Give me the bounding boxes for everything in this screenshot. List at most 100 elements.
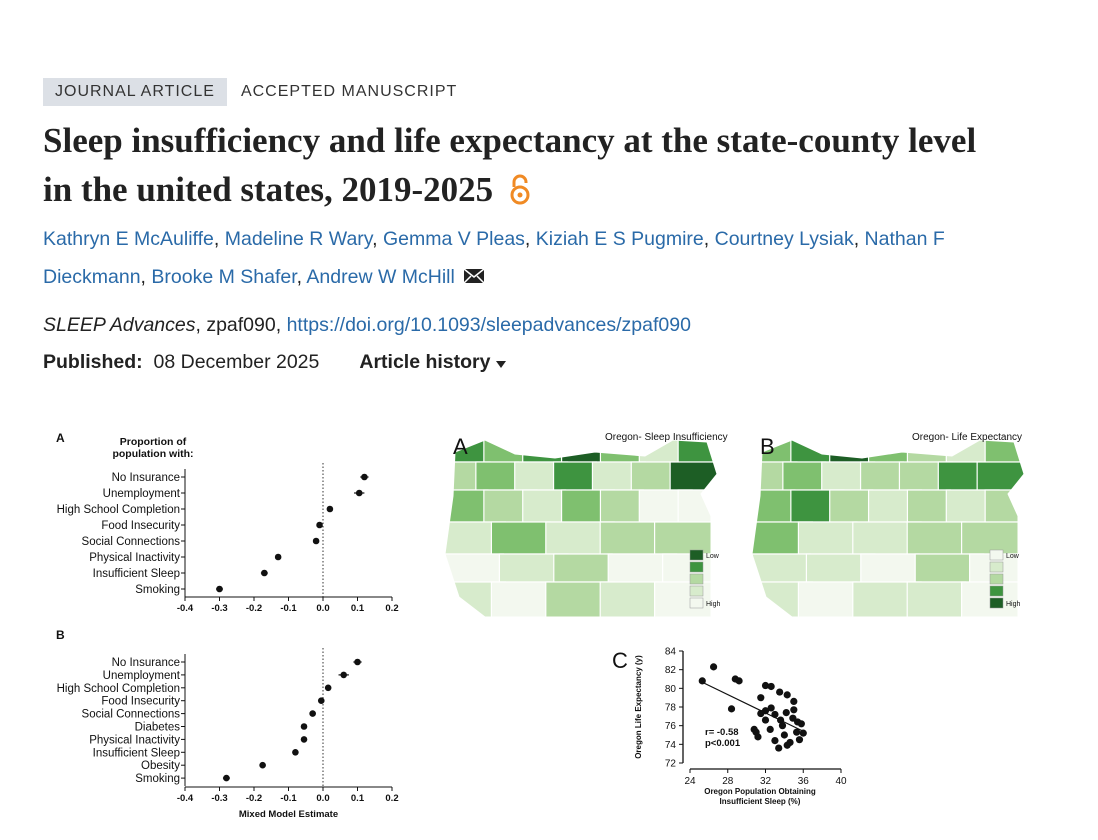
county [752, 553, 812, 583]
x-tick-label: 28 [722, 776, 734, 787]
separator: , [372, 228, 383, 250]
county [906, 581, 967, 617]
county [860, 553, 920, 583]
legend-swatch [689, 573, 704, 585]
x-tick-label: -0.1 [280, 793, 297, 804]
article-history[interactable]: Article history [359, 351, 506, 373]
author[interactable]: Kathryn E McAuliffe [43, 228, 214, 250]
county [599, 489, 644, 523]
legend-swatch [989, 549, 1004, 561]
author[interactable]: Kiziah E S Pugmire [535, 228, 704, 250]
published: Published: 08 December 2025 Article histo… [43, 351, 1043, 374]
annotation: r= -0.58 [705, 727, 739, 738]
category-label: Diabetes [135, 722, 181, 734]
data-point [757, 709, 765, 718]
county [829, 489, 874, 523]
journal: SLEEP Advances [43, 314, 196, 336]
data-point [778, 722, 787, 730]
county [490, 581, 551, 617]
estimate [259, 761, 266, 769]
estimate [300, 736, 308, 743]
county [653, 581, 717, 617]
county [490, 521, 551, 555]
data-point [795, 736, 804, 744]
county [630, 461, 675, 491]
county [906, 489, 951, 523]
county [445, 553, 505, 583]
data-point [771, 737, 779, 745]
author[interactable]: Madeline R Wary [224, 228, 373, 250]
data-point [709, 663, 718, 671]
category-label: Physical Inactivity [89, 552, 180, 564]
county [984, 489, 1024, 523]
legend-swatch [689, 585, 704, 597]
estimate [309, 710, 316, 717]
data-point [766, 725, 774, 734]
y-tick-label: 76 [665, 721, 677, 732]
y-tick-label: 80 [665, 684, 677, 695]
separator: , [140, 266, 152, 288]
category-label: Unemployment [103, 488, 181, 500]
category-label: Social Connections [82, 709, 181, 721]
legend-high: High [706, 601, 721, 608]
category-label: Smoking [135, 584, 180, 596]
county-map [445, 440, 717, 617]
legend-swatch [989, 597, 1004, 609]
category-label: Smoking [135, 773, 180, 785]
email-icon[interactable] [463, 268, 485, 284]
category-label: High School Completion [57, 683, 180, 695]
estimate [300, 723, 308, 730]
x-axis-label: Mixed Model Estimate [239, 809, 338, 820]
y-tick-label: 74 [665, 740, 677, 751]
author[interactable]: Courtney Lysiak [714, 228, 854, 250]
map-title: Oregon- Life Expectancy [912, 432, 1022, 443]
estimate [361, 473, 368, 481]
data-point [782, 709, 790, 717]
legend-swatch [689, 561, 704, 573]
article-header: JOURNAL ARTICLE ACCEPTED MANUSCRIPT Sleep… [43, 78, 1043, 374]
data-point [783, 691, 791, 699]
x-tick-label: 0.1 [351, 793, 365, 804]
x-tick-label: 0.0 [316, 793, 329, 804]
data-point [780, 731, 788, 739]
legend-swatch [989, 573, 1004, 585]
data-point [735, 677, 743, 685]
county [797, 581, 858, 617]
category-label: Obesity [141, 760, 180, 772]
legend-swatch [989, 561, 1004, 573]
separator: , [296, 266, 307, 288]
author[interactable]: Andrew W McHill [306, 266, 455, 288]
county [937, 461, 982, 491]
history-label: Article history [359, 351, 491, 373]
county [782, 461, 827, 491]
data-point [799, 729, 807, 737]
category-label: High School Completion [57, 504, 180, 516]
author[interactable]: Nathan F Dieckmann [43, 228, 945, 288]
data-point [761, 716, 770, 724]
y-tick-label: 72 [665, 759, 677, 770]
panel-label: A [56, 431, 65, 445]
data-point [767, 704, 775, 712]
estimate [355, 489, 363, 497]
published-label: Published: [43, 351, 143, 373]
category-label: Unemployment [103, 670, 181, 682]
author[interactable]: Gemma V Pleas [382, 228, 525, 250]
x-tick-label: -0.2 [246, 793, 262, 804]
estimate [292, 749, 299, 756]
separator: , [703, 228, 715, 250]
labels: JOURNAL ARTICLE ACCEPTED MANUSCRIPT [43, 78, 1043, 106]
y-tick-label: 78 [665, 703, 677, 714]
county [522, 489, 567, 523]
author[interactable]: Brooke M Shafer [151, 266, 297, 288]
doi-link[interactable]: https://doi.org/10.1093/sleepadvances/zp… [286, 314, 691, 336]
estimate [317, 697, 325, 704]
estimate [324, 684, 332, 692]
panel-label: C [612, 648, 628, 673]
legend-low: Low [706, 553, 720, 560]
county-map [752, 440, 1024, 617]
x-tick-label: 0.2 [385, 603, 398, 614]
published-date: 08 December 2025 [153, 351, 320, 373]
state-border [444, 439, 718, 618]
